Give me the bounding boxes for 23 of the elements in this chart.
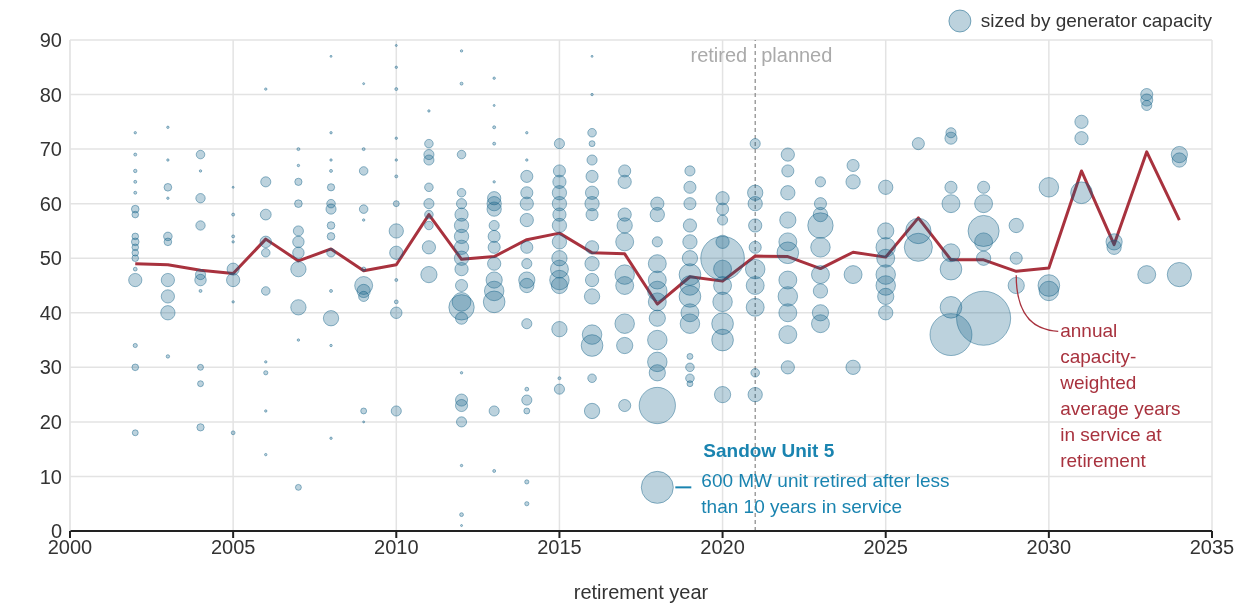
x-tick-label: 2035 [1189, 536, 1235, 559]
y-tick-label: 60 [39, 192, 62, 215]
x-axis-title: retirement year [573, 581, 709, 603]
x-tick-label: 2025 [863, 536, 908, 559]
y-tick-label: 10 [39, 465, 62, 488]
x-tick-label: 2005 [210, 536, 256, 559]
y-tick-label: 20 [39, 410, 62, 433]
y-tick-label: 50 [39, 247, 62, 270]
annotation: planned [761, 44, 833, 66]
y-tick-label: 30 [39, 356, 62, 379]
x-tick-label: 2010 [374, 536, 419, 559]
x-tick-label: 2015 [537, 536, 582, 559]
y-tick-label: 80 [39, 83, 62, 106]
y-tick-label: 90 [39, 29, 62, 52]
y-tick-label: 70 [39, 138, 62, 161]
annotation: Sandow Unit 5 [703, 440, 835, 462]
legend-label: sized by generator capacity [980, 10, 1213, 31]
x-tick-label: 2030 [1026, 536, 1072, 559]
annotation: 600 MW unit retired after less than 10 years in service [701, 470, 950, 518]
text: annual capacity-weighted average years in service at retirement [1059, 320, 1181, 472]
annotation: retired [690, 44, 748, 66]
x-tick-label: 2020 [700, 536, 745, 559]
y-tick-label: 40 [39, 301, 62, 324]
